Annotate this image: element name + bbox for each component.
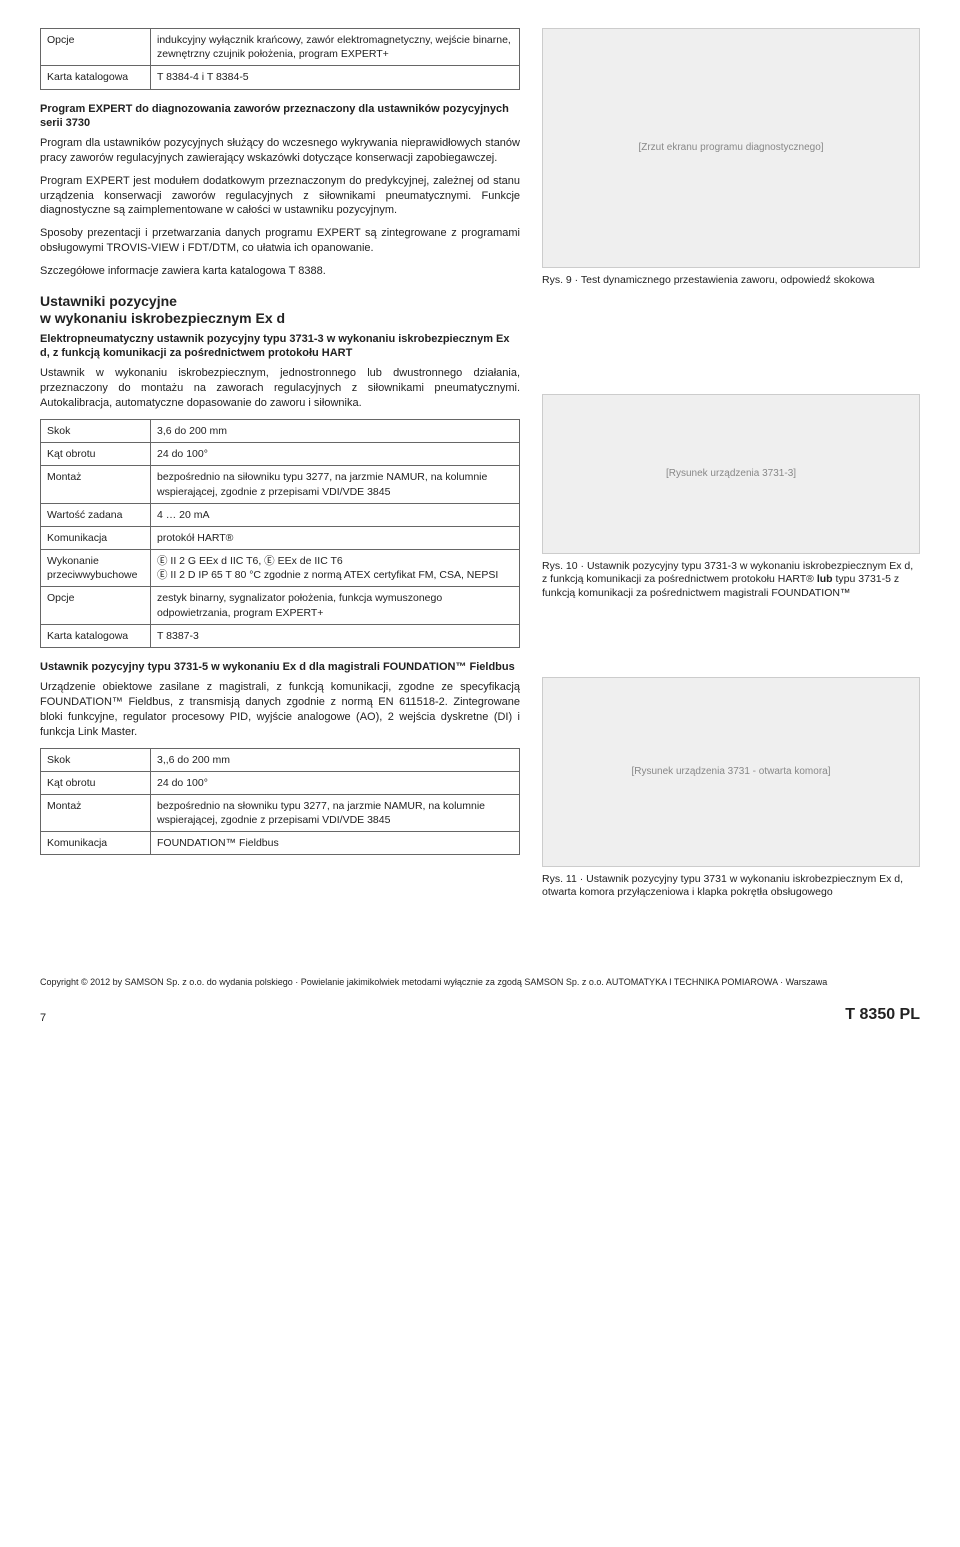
cell-label: Montaż [41, 794, 151, 831]
block2-heading: Ustawniki pozycyjne w wykonaniu iskrobez… [40, 293, 520, 328]
table-row: Opcjezestyk binarny, sygnalizator położe… [41, 587, 520, 624]
block2-subhead: Elektropneumatyczny ustawnik pozycyjny t… [40, 332, 520, 361]
table-row: Komunikacjaprotokół HART® [41, 526, 520, 549]
table-row: Skok3,,6 do 200 mm [41, 748, 520, 771]
cell-value: T 8387-3 [151, 624, 520, 647]
table-row: Montażbezpośrednio na siłowniku typu 327… [41, 466, 520, 503]
cell-value: bezpośrednio na siłowniku typu 3277, na … [151, 466, 520, 503]
figure-11-caption: Rys. 11 · Ustawnik pozycyjny typu 3731 w… [542, 873, 920, 900]
cell-label: Opcje [41, 29, 151, 66]
table-row: Montażbezpośrednio na słowniku typu 3277… [41, 794, 520, 831]
cell-label: Wykonanie przeciwwybuchowe [41, 550, 151, 587]
cell-value: Ⓔ II 2 G EEx d IIC T6, Ⓔ EEx de IIC T6 Ⓔ… [151, 550, 520, 587]
cell-label: Kąt obrotu [41, 443, 151, 466]
figure-9-caption: Rys. 9 · Test dynamicznego przestawienia… [542, 274, 920, 288]
spec-table-mid: Skok3,6 do 200 mm Kąt obrotu24 do 100° M… [40, 419, 520, 648]
cell-label: Opcje [41, 587, 151, 624]
block1-p4: Szczegółowe informacje zawiera karta kat… [40, 264, 520, 279]
cell-label: Wartość zadana [41, 503, 151, 526]
figure-10-placeholder: [Rysunek urządzenia 3731-3] [666, 467, 796, 481]
block3-heading: Ustawnik pozycyjny typu 3731-5 w wykonan… [40, 660, 520, 674]
spec-table-top: Opcje indukcyjny wyłącznik krańcowy, zaw… [40, 28, 520, 90]
doc-code: T 8350 PL [845, 1004, 920, 1026]
cell-value: indukcyjny wyłącznik krańcowy, zawór ele… [151, 29, 520, 66]
page-footer: Copyright © 2012 by SAMSON Sp. z o.o. do… [40, 966, 920, 1026]
cell-label: Karta katalogowa [41, 66, 151, 89]
table-row: Wykonanie przeciwwybuchoweⒺ II 2 G EEx d… [41, 550, 520, 587]
table-row: Opcje indukcyjny wyłącznik krańcowy, zaw… [41, 29, 520, 66]
table-row: Skok3,6 do 200 mm [41, 419, 520, 442]
cell-value: 24 do 100° [151, 771, 520, 794]
figure-9-image: [Zrzut ekranu programu diagnostycznego] [542, 28, 920, 268]
cell-value: protokół HART® [151, 526, 520, 549]
cell-value: 4 … 20 mA [151, 503, 520, 526]
cell-label: Skok [41, 419, 151, 442]
copyright-line: Copyright © 2012 by SAMSON Sp. z o.o. do… [40, 976, 920, 988]
figure-11-placeholder: [Rysunek urządzenia 3731 - otwarta komor… [632, 765, 831, 779]
figure-10-lub: lub [817, 573, 833, 585]
cell-value: 3,6 do 200 mm [151, 419, 520, 442]
figure-11-num: Rys. 11 · [542, 873, 583, 885]
figure-9-text: Test dynamicznego przestawienia zaworu, … [581, 274, 875, 286]
block1-p3: Sposoby prezentacji i przetwarzania dany… [40, 226, 520, 256]
figure-9-placeholder: [Zrzut ekranu programu diagnostycznego] [638, 141, 823, 155]
block1-p1: Program dla ustawników pozycyjnych służą… [40, 136, 520, 166]
table-row: Wartość zadana4 … 20 mA [41, 503, 520, 526]
cell-value: 24 do 100° [151, 443, 520, 466]
cell-label: Komunikacja [41, 526, 151, 549]
block3-p1: Urządzenie obiektowe zasilane z magistra… [40, 680, 520, 739]
cell-label: Komunikacja [41, 832, 151, 855]
table-row: KomunikacjaFOUNDATION™ Fieldbus [41, 832, 520, 855]
table-row: Kąt obrotu24 do 100° [41, 771, 520, 794]
block2-heading-text: Ustawniki pozycyjne w wykonaniu iskrobez… [40, 293, 285, 327]
page-number: 7 [40, 1011, 46, 1026]
figure-10-caption: Rys. 10 · Ustawnik pozycyjny typu 3731-3… [542, 560, 920, 601]
table-row: Karta katalogowa T 8384-4 i T 8384-5 [41, 66, 520, 89]
block2-p1: Ustawnik w wykonaniu iskrobezpiecznym, j… [40, 366, 520, 411]
cell-label: Skok [41, 748, 151, 771]
cell-label: Kąt obrotu [41, 771, 151, 794]
figure-10-image: [Rysunek urządzenia 3731-3] [542, 394, 920, 554]
table-row: Kąt obrotu24 do 100° [41, 443, 520, 466]
figure-9-num: Rys. 9 · [542, 274, 578, 286]
cell-value: 3,,6 do 200 mm [151, 748, 520, 771]
cell-label: Karta katalogowa [41, 624, 151, 647]
cell-value: zestyk binarny, sygnalizator położenia, … [151, 587, 520, 624]
block1-p2: Program EXPERT jest modułem dodatkowym p… [40, 174, 520, 219]
cell-value: T 8384-4 i T 8384-5 [151, 66, 520, 89]
cell-label: Montaż [41, 466, 151, 503]
figure-10-num: Rys. 10 · [542, 560, 584, 572]
block1-heading: Program EXPERT do diagnozowania zaworów … [40, 102, 520, 131]
spec-table-bot: Skok3,,6 do 200 mm Kąt obrotu24 do 100° … [40, 748, 520, 856]
figure-11-text: Ustawnik pozycyjny typu 3731 w wykonaniu… [542, 873, 903, 899]
figure-11-image: [Rysunek urządzenia 3731 - otwarta komor… [542, 677, 920, 867]
cell-value: bezpośrednio na słowniku typu 3277, na j… [151, 794, 520, 831]
cell-value: FOUNDATION™ Fieldbus [151, 832, 520, 855]
table-row: Karta katalogowaT 8387-3 [41, 624, 520, 647]
